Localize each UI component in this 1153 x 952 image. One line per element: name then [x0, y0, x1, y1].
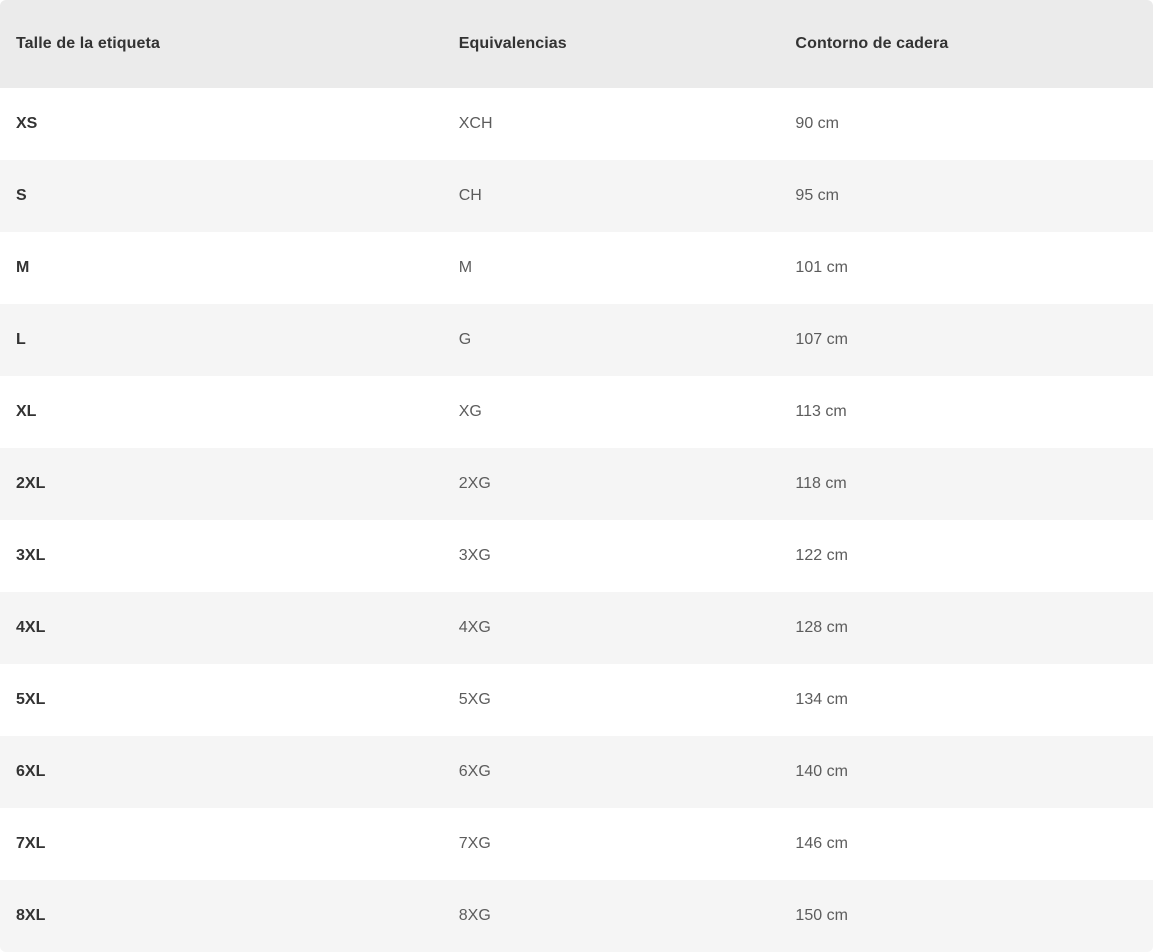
table-row: 8XL 8XG 150 cm [0, 880, 1153, 952]
size-label-cell: XS [16, 115, 38, 132]
size-label-cell: 3XL [16, 547, 46, 564]
table-row: S CH 95 cm [0, 160, 1153, 232]
equivalence-cell: G [458, 331, 472, 348]
hip-measure-cell: 134 cm [795, 691, 848, 708]
size-label-cell: 2XL [16, 475, 46, 492]
hip-measure-cell: 122 cm [795, 547, 848, 564]
table-row: 5XL 5XG 134 cm [0, 664, 1153, 736]
size-label-cell: M [16, 259, 30, 276]
table-row: L G 107 cm [0, 304, 1153, 376]
table-row: M M 101 cm [0, 232, 1153, 304]
equivalence-cell: XCH [458, 115, 493, 132]
hip-measure-cell: 146 cm [795, 835, 848, 852]
table-row: 3XL 3XG 122 cm [0, 520, 1153, 592]
equivalence-cell: M [458, 259, 473, 276]
hip-measure-cell: 150 cm [795, 907, 848, 924]
table-row: XL XG 113 cm [0, 376, 1153, 448]
size-label-cell: 8XL [16, 907, 46, 924]
equivalence-cell: 2XG [458, 475, 491, 492]
table-body: XS XCH 90 cm S CH 95 cm M M 101 cm L G 107 cm XL XG 11… [0, 88, 1153, 952]
hip-measure-cell: 95 cm [795, 187, 839, 204]
hip-measure-cell: 107 cm [795, 331, 848, 348]
equivalence-cell: XG [458, 403, 482, 420]
hip-measure-cell: 113 cm [795, 403, 847, 420]
equivalence-cell: 8XG [458, 907, 491, 924]
equivalence-cell: 4XG [458, 619, 491, 636]
size-label-cell: 7XL [16, 835, 46, 852]
hip-measure-cell: 90 cm [795, 115, 839, 132]
size-label-cell: XL [16, 403, 37, 420]
table-row: 2XL 2XG 118 cm [0, 448, 1153, 520]
size-label-cell: 5XL [16, 691, 46, 708]
size-label-cell: 6XL [16, 763, 46, 780]
equivalence-cell: 3XG [458, 547, 491, 564]
table-row: 4XL 4XG 128 cm [0, 592, 1153, 664]
table-row: 7XL 7XG 146 cm [0, 808, 1153, 880]
hip-measure-cell: 140 cm [795, 763, 848, 780]
column-header-hip-contour: Contorno de cadera [779, 0, 1153, 88]
table-row: XS XCH 90 cm [0, 88, 1153, 160]
hip-measure-cell: 128 cm [795, 619, 848, 636]
size-label-cell: 4XL [16, 619, 46, 636]
header-row: Talle de la etiqueta Equivalencias Conto… [0, 0, 1153, 88]
equivalence-cell: 6XG [458, 763, 491, 780]
column-header-equivalences: Equivalencias [442, 0, 780, 88]
equivalence-cell: CH [458, 187, 482, 204]
size-label-cell: S [16, 187, 27, 204]
equivalence-cell: 7XG [458, 835, 491, 852]
hip-measure-cell: 118 cm [795, 475, 847, 492]
table-header: Talle de la etiqueta Equivalencias Conto… [0, 0, 1153, 88]
column-header-size-label: Talle de la etiqueta [0, 0, 443, 88]
hip-measure-cell: 101 cm [795, 259, 848, 276]
equivalence-cell: 5XG [458, 691, 491, 708]
table-row: 6XL 6XG 140 cm [0, 736, 1153, 808]
size-label-cell: L [16, 331, 26, 348]
